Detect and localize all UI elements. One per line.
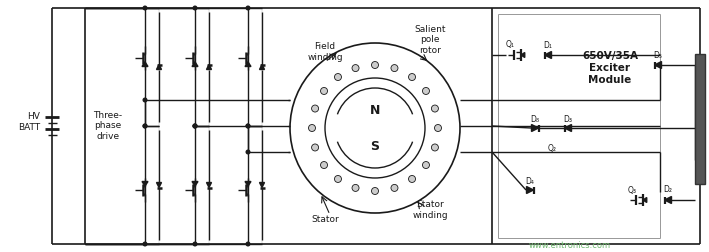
Circle shape <box>431 105 438 112</box>
Text: HV
BATT: HV BATT <box>18 112 40 132</box>
Circle shape <box>372 61 379 69</box>
Text: Q₁: Q₁ <box>506 41 515 49</box>
Polygon shape <box>157 65 162 70</box>
Circle shape <box>320 87 328 94</box>
Polygon shape <box>643 198 647 203</box>
Text: Q₂: Q₂ <box>547 143 557 152</box>
Circle shape <box>311 144 318 151</box>
Circle shape <box>143 124 147 128</box>
Circle shape <box>193 124 197 128</box>
Text: Stator
winding: Stator winding <box>412 200 448 220</box>
Circle shape <box>311 105 318 112</box>
Circle shape <box>352 65 359 72</box>
Text: www.entronics.com: www.entronics.com <box>529 240 611 249</box>
Polygon shape <box>142 181 148 186</box>
Polygon shape <box>245 181 251 186</box>
Circle shape <box>423 162 430 169</box>
Circle shape <box>423 87 430 94</box>
Text: D₁: D₁ <box>544 41 552 49</box>
Circle shape <box>431 144 438 151</box>
Circle shape <box>290 43 460 213</box>
Polygon shape <box>192 62 198 67</box>
Circle shape <box>391 184 398 192</box>
Circle shape <box>246 242 250 246</box>
Circle shape <box>193 124 197 128</box>
Polygon shape <box>664 197 671 204</box>
Circle shape <box>372 187 379 195</box>
Circle shape <box>408 175 415 182</box>
Polygon shape <box>157 182 162 187</box>
Circle shape <box>143 242 147 246</box>
Circle shape <box>408 74 415 81</box>
Circle shape <box>335 74 342 81</box>
Polygon shape <box>654 61 661 69</box>
Text: D₄: D₄ <box>525 176 535 185</box>
Text: D₃: D₃ <box>564 114 572 123</box>
Circle shape <box>320 162 328 169</box>
Circle shape <box>193 6 197 10</box>
Polygon shape <box>532 124 539 132</box>
Text: N: N <box>370 104 380 116</box>
Circle shape <box>391 65 398 72</box>
Polygon shape <box>259 65 264 70</box>
Polygon shape <box>245 62 251 67</box>
Text: D₂: D₂ <box>664 185 673 195</box>
Polygon shape <box>527 186 533 194</box>
Text: Three-
phase
drive: Three- phase drive <box>94 111 123 141</box>
Text: S: S <box>371 140 379 152</box>
Ellipse shape <box>325 78 425 178</box>
Circle shape <box>246 6 250 10</box>
Circle shape <box>143 6 147 10</box>
Circle shape <box>143 124 147 128</box>
Circle shape <box>143 98 147 102</box>
Circle shape <box>308 124 316 132</box>
Bar <box>695 54 705 184</box>
Circle shape <box>246 150 250 154</box>
Polygon shape <box>206 65 211 70</box>
Polygon shape <box>545 51 552 58</box>
Circle shape <box>246 124 250 128</box>
Circle shape <box>352 184 359 192</box>
Circle shape <box>246 124 250 128</box>
Text: Q₃: Q₃ <box>627 185 637 195</box>
Text: D₈: D₈ <box>530 114 540 123</box>
Polygon shape <box>192 181 198 186</box>
Text: Salient
pole
rotor: Salient pole rotor <box>414 25 446 55</box>
Polygon shape <box>521 52 525 57</box>
Text: 650V/35A
Exciter
Module: 650V/35A Exciter Module <box>582 51 638 85</box>
Polygon shape <box>206 182 211 187</box>
Polygon shape <box>259 182 264 187</box>
Circle shape <box>193 124 197 128</box>
Text: D₅: D₅ <box>654 51 662 60</box>
Polygon shape <box>564 124 571 132</box>
Text: Stator: Stator <box>311 215 339 225</box>
Polygon shape <box>142 62 148 67</box>
Circle shape <box>435 124 442 132</box>
Circle shape <box>193 242 197 246</box>
Circle shape <box>335 175 342 182</box>
Text: Field
winding: Field winding <box>307 42 343 62</box>
